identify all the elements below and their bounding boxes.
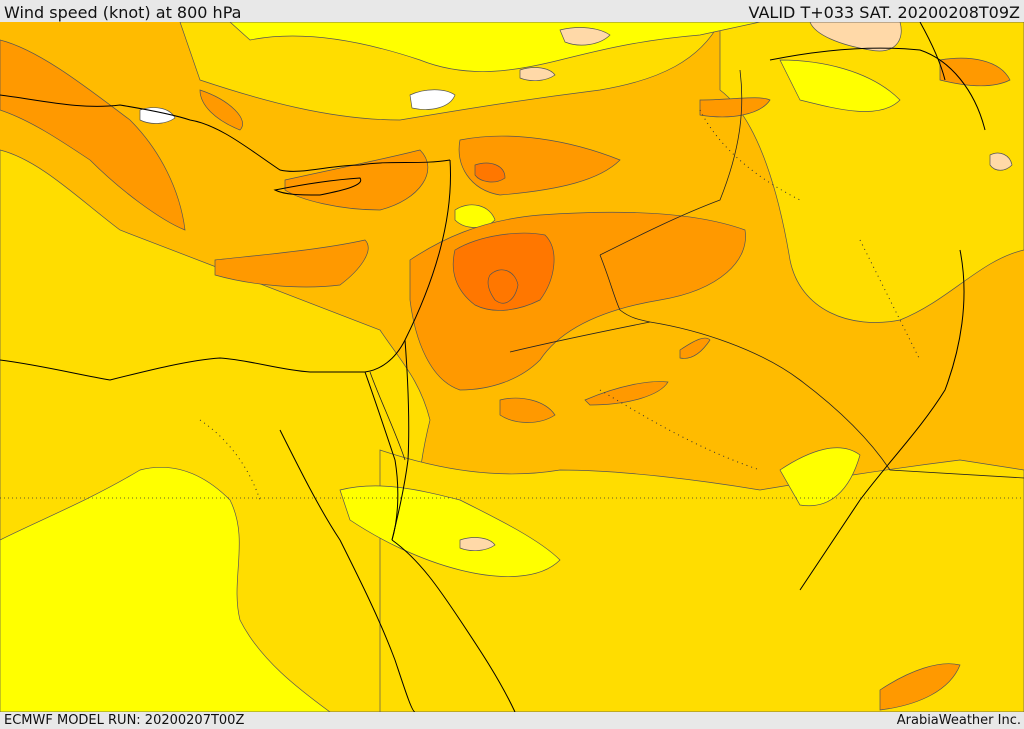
valid-time: VALID T+033 SAT. 20200208T09Z [748, 3, 1020, 22]
band-25-30-aegean [0, 39, 186, 231]
band-10-15-southeast [779, 447, 861, 507]
band-30-35-syria [474, 162, 506, 183]
band-0-5-aegean [139, 107, 176, 124]
coast-caspian-hint [919, 22, 946, 81]
coast-gulf-of-suez [364, 371, 399, 541]
header-bar: Wind speed (knot) at 800 hPa VALID T+033… [0, 0, 1024, 22]
band-15-20-south [379, 449, 1024, 712]
map-title: Wind speed (knot) at 800 hPa [4, 3, 242, 22]
band-10-15-arabia [339, 485, 561, 577]
band-5-10-nw [809, 22, 902, 52]
credit: ArabiaWeather Inc. [896, 713, 1021, 728]
footer-bar: ECMWF MODEL RUN: 20200207T00Z ArabiaWeat… [0, 712, 1024, 729]
border-syria-iraq [599, 69, 743, 256]
band-25-30-med [214, 239, 369, 288]
band-5-10-bay [519, 67, 556, 82]
band-25-30-redsea [679, 337, 711, 359]
band-15-20-northeast [719, 22, 1024, 323]
coast-iran [769, 47, 986, 131]
map-canvas [0, 22, 1024, 712]
band-10-15-east [779, 59, 901, 112]
coast-gulf-of-aqaba [391, 339, 410, 541]
border-saudi-iraq [649, 321, 1024, 479]
wind-speed-map [0, 22, 1024, 712]
coast-egypt-north [0, 357, 365, 381]
coast-red-sea-west [279, 429, 416, 712]
band-5-10-n [559, 27, 611, 46]
band-5-10-east [989, 152, 1013, 171]
coast-red-sea-east [391, 539, 516, 712]
band-25-30-turkey [199, 89, 243, 131]
band-10-15-lebanon [454, 204, 496, 228]
coast-cyprus [273, 177, 362, 196]
band-25-30-saudi [584, 381, 669, 406]
band-25-30-gulf [879, 663, 961, 711]
dotted-border-2 [599, 389, 761, 471]
band-30-35-center [487, 269, 519, 304]
coast-turkey-south [0, 94, 451, 172]
band-5-10-south [459, 537, 496, 552]
band-25-30-jordan [499, 397, 556, 423]
band-10-15-north [229, 22, 761, 72]
model-run: ECMWF MODEL RUN: 20200207T00Z [4, 713, 245, 728]
band-25-30-iran [939, 57, 1011, 87]
coast-persian-gulf [799, 249, 965, 591]
band-10-15-southwest [0, 466, 331, 712]
band-25-30-iraq [699, 97, 771, 118]
coast-levant [364, 159, 451, 373]
border-jordan-iraq [599, 254, 651, 323]
border-jordan-saudi [509, 321, 651, 353]
border-sinai [369, 371, 406, 461]
band-0-5-tuz [409, 89, 456, 110]
